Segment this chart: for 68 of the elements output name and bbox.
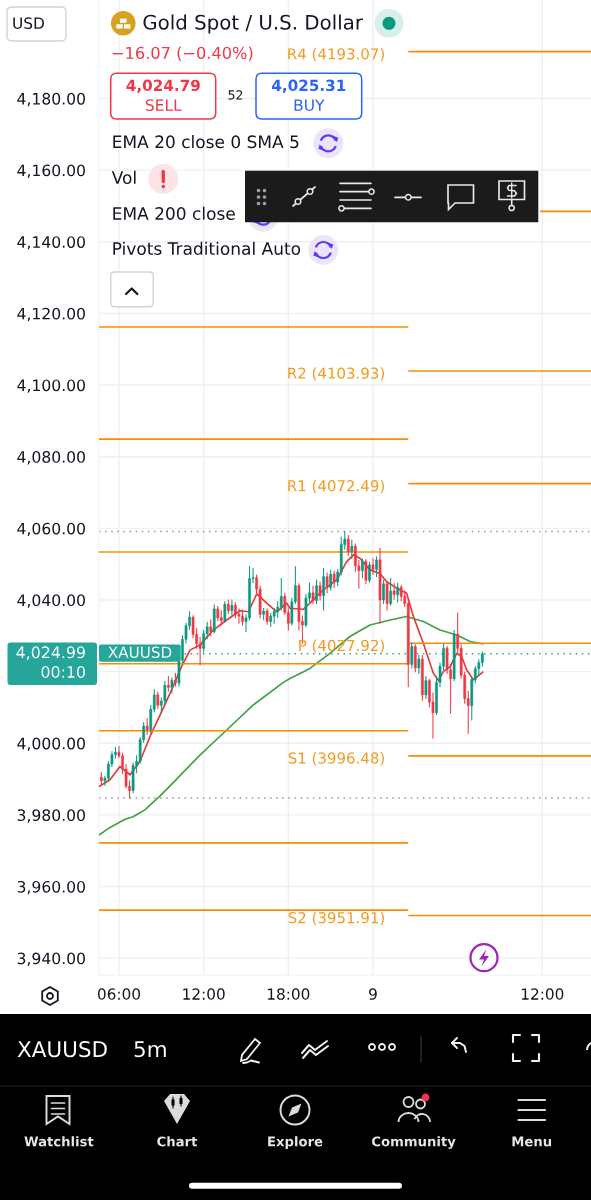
annotation: 4,025.31 — [271, 79, 346, 94]
x-tick-label: 12:00 — [183, 988, 225, 1000]
y-tick-label: 4,140.00 — [17, 236, 85, 250]
candlestick — [170, 677, 174, 694]
candlestick — [371, 558, 375, 575]
candlestick — [382, 579, 385, 605]
candlestick — [279, 577, 283, 611]
annotation: EMA 20 close 0 SMA 5 — [113, 135, 299, 149]
annotation: 52 — [228, 90, 243, 100]
ref-line-label: 4,024.99 — [16, 646, 85, 660]
x-tick-label: 9 — [369, 988, 377, 1000]
y-tick-label: 4,080.00 — [17, 451, 85, 465]
candlestick — [315, 579, 318, 605]
y-tick-label: 3,940.00 — [17, 952, 85, 966]
text: Menu — [512, 1136, 552, 1147]
annotation: S2 (3951.91) — [288, 911, 384, 926]
candlestick — [350, 539, 354, 560]
text: Community — [372, 1136, 456, 1150]
candlestick — [389, 577, 392, 606]
y-tick-label: 4,000.00 — [17, 737, 85, 751]
text: 5m — [134, 1041, 166, 1058]
candlestick — [364, 559, 368, 585]
annotation: BUY — [294, 99, 325, 111]
candlestick — [230, 599, 234, 616]
text: 00:10 — [41, 665, 85, 678]
candlestick — [318, 581, 322, 601]
y-tick-label: 4,180.00 — [17, 92, 85, 107]
candlestick — [375, 556, 378, 578]
candlestick — [413, 644, 417, 673]
candlestick — [368, 561, 371, 583]
annotation: R2 (4103.93) — [288, 367, 384, 381]
candlestick — [361, 558, 364, 579]
annotation: R1 (4072.49) — [288, 479, 384, 494]
annotation: 4,024.79 — [126, 79, 200, 94]
x-tick-label: 12:00 — [521, 988, 564, 1000]
annotation: EMA 200 close — [113, 206, 235, 220]
y-tick-label: 3,960.00 — [17, 880, 85, 895]
candlestick — [346, 534, 350, 556]
text: Gold Spot / U.S. Dollar — [143, 14, 363, 34]
text: Watchlist — [24, 1136, 94, 1147]
annotation: SELL — [145, 99, 182, 111]
y-tick-label: 4,120.00 — [17, 307, 85, 322]
y-tick-label: 4,160.00 — [17, 164, 85, 178]
candlestick — [202, 629, 205, 653]
candlestick — [212, 604, 216, 634]
candlestick — [410, 642, 414, 669]
annotation: R4 (4193.07) — [288, 47, 384, 62]
candlestick — [322, 567, 325, 611]
candlestick — [424, 676, 428, 699]
x-tick-label: 18:00 — [267, 988, 310, 1000]
y-tick-label: 4,040.00 — [17, 594, 85, 608]
y-tick-label: 3,980.00 — [17, 809, 85, 823]
candlestick — [325, 572, 329, 594]
candlestick — [329, 569, 332, 591]
y-tick-label: 4,060.00 — [17, 522, 85, 537]
annotation: Vol — [111, 170, 136, 184]
text: Explore — [268, 1136, 323, 1149]
x-tick-label: 06:00 — [97, 988, 141, 1000]
annotation: XAUUSD — [108, 646, 172, 659]
annotation: Pivots Traditional Auto — [113, 241, 301, 255]
annotation: −16.07 (−0.40%) — [112, 46, 253, 61]
annotation: S1 (3996.48) — [288, 752, 384, 766]
y-tick-label: 4,100.00 — [17, 379, 85, 393]
candlestick — [311, 585, 315, 605]
text: Chart — [157, 1136, 198, 1147]
text: XAUUSD — [17, 1040, 107, 1058]
text: USD — [13, 17, 44, 29]
candlestick — [385, 581, 389, 611]
